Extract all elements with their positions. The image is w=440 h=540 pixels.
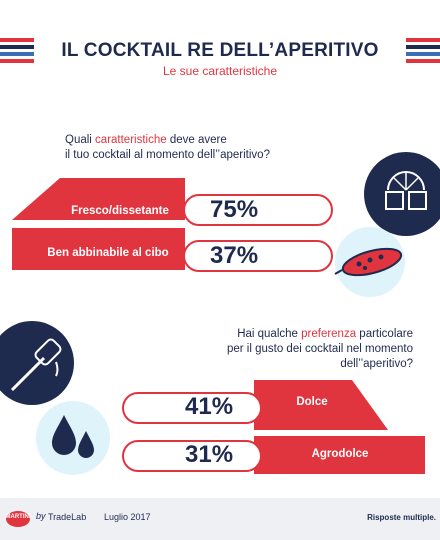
bar-agrodolce-shape — [254, 436, 425, 474]
question-2-highlight: preferenza — [301, 328, 357, 340]
partner-name: TradeLab — [48, 512, 87, 522]
pill-cibo — [183, 240, 333, 272]
martini-logo-icon — [6, 511, 30, 527]
by-text: by — [36, 511, 46, 521]
question-1-pre: Quali — [65, 134, 96, 146]
question-1-line2: il tuo cocktail al momento dell’’aperiti… — [65, 149, 270, 161]
question-2-line2: per il gusto dei cocktail nel momento de… — [226, 343, 413, 370]
bar-label-dolce: Dolce — [296, 396, 328, 408]
bar-dolce-shape — [254, 380, 388, 430]
question-2-post: particolare — [356, 328, 413, 340]
honey-dipper-icon — [0, 321, 74, 405]
right-stripes — [406, 38, 440, 68]
bar-cibo-shape — [12, 228, 185, 270]
question-1-post: deve avere — [166, 134, 227, 146]
pill-fresco — [183, 194, 333, 226]
value-fresco: 75% — [210, 196, 259, 223]
chart-2 — [254, 380, 425, 474]
pill-dolce — [122, 392, 262, 424]
drops-icon — [36, 401, 110, 475]
olive-icon — [334, 227, 405, 297]
left-stripes — [0, 38, 34, 68]
question-2-pre: Hai qualche — [237, 328, 302, 340]
question-1: Quali caratteristiche deve avere il tuo … — [65, 133, 270, 163]
bar-label-cibo: Ben abbinabile al cibo — [47, 247, 169, 259]
question-2: Hai qualche preferenza particolare per i… — [170, 327, 413, 372]
ice-cubes-lemon-icon — [364, 152, 440, 236]
bar-label-fresco: Fresco/dissetante — [71, 205, 169, 217]
question-1-highlight: caratteristiche — [95, 134, 167, 146]
bar-fresco-shape — [12, 178, 185, 220]
footer: MARTINI by TradeLab Luglio 2017 Risposte… — [0, 498, 440, 540]
value-agrodolce: 31% — [185, 441, 234, 468]
brand-name: MARTINI — [5, 514, 31, 520]
page-title: IL COCKTAIL RE DELL’APERITIVO — [61, 40, 379, 61]
pill-agrodolce — [122, 440, 262, 472]
value-dolce: 41% — [185, 393, 234, 420]
chart-1 — [12, 178, 185, 270]
page-subtitle: Le sue caratteristiche — [162, 64, 278, 78]
value-cibo: 37% — [210, 242, 259, 269]
bar-label-agrodolce: Agrodolce — [311, 448, 369, 460]
date-text: Luglio 2017 — [104, 512, 151, 522]
note-text: Risposte multiple. — [367, 513, 436, 522]
